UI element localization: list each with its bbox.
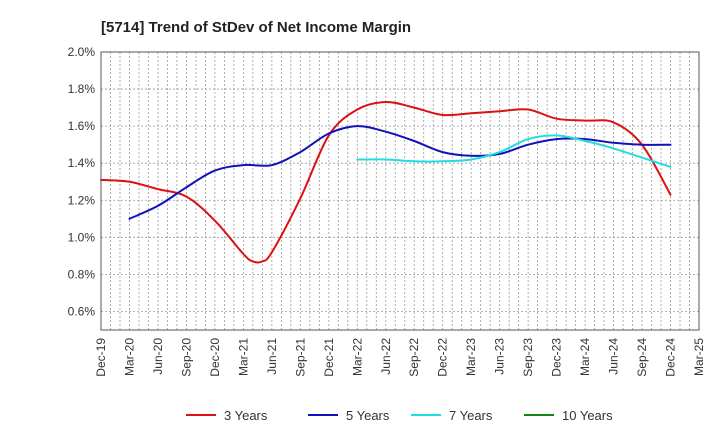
y-tick-label: 2.0% [68, 45, 96, 59]
chart-title: [5714] Trend of StDev of Net Income Marg… [101, 19, 411, 36]
y-tick-label: 1.0% [68, 230, 96, 244]
series-line-3-years [100, 100, 672, 264]
x-tick-label: Jun-21 [265, 338, 279, 375]
x-tick-label: Jun-23 [493, 338, 507, 375]
x-tick-label: Jun-22 [379, 338, 393, 375]
x-tick-label: Mar-23 [464, 338, 478, 376]
x-tick-label: Sep-22 [407, 338, 421, 377]
x-tick-label: Sep-24 [635, 338, 649, 377]
grid [100, 51, 700, 330]
y-tick-label: 1.6% [68, 119, 96, 133]
x-tick-label: Sep-23 [521, 338, 535, 377]
series-line-7-years [356, 134, 672, 168]
legend-label-5-years: 5 Years [346, 408, 390, 423]
x-tick-label: Dec-23 [550, 338, 564, 377]
x-tick-label: Dec-19 [94, 338, 108, 377]
x-tick-label: Mar-25 [692, 338, 706, 376]
x-tick-label: Sep-20 [179, 338, 193, 377]
x-tick-label: Mar-20 [122, 338, 136, 376]
legend-label-3-years: 3 Years [224, 408, 268, 423]
y-tick-label: 1.8% [68, 82, 96, 96]
plot-frame [100, 51, 700, 331]
x-tick-label: Mar-22 [350, 338, 364, 376]
y-tick-label: 1.2% [68, 193, 96, 207]
axes: 2.0% 1.8% 1.6% 1.4% 1.2% 1.0% 0.8% 0.6% Dec-19 Ma… [68, 45, 706, 377]
legend-label-7-years: 7 Years [449, 408, 493, 423]
x-tick-label: Jun-24 [607, 338, 621, 375]
series-line-5-years [128, 125, 672, 220]
x-tick-label: Mar-24 [578, 338, 592, 376]
x-tick-label: Dec-22 [436, 338, 450, 377]
y-tick-label: 0.6% [68, 304, 96, 318]
x-tick-label: Dec-20 [208, 338, 222, 377]
y-tick-label: 1.4% [68, 156, 96, 170]
x-tick-label: Dec-21 [322, 338, 336, 377]
y-tick-label: 0.8% [68, 267, 96, 281]
x-tick-label: Sep-21 [293, 338, 307, 377]
x-tick-label: Jun-20 [151, 338, 165, 375]
legend-label-10-years: 10 Years [562, 408, 613, 423]
legend: 3 Years 5 Years 7 Years 10 Years [186, 408, 613, 423]
series-lines [100, 100, 672, 264]
x-tick-label: Mar-21 [236, 338, 250, 376]
x-tick-label: Dec-24 [664, 338, 678, 377]
